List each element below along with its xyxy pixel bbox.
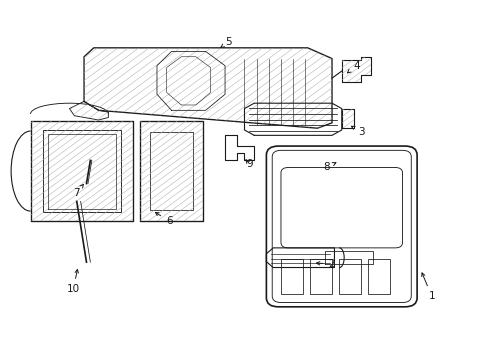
Bar (281, 259, 303, 294)
Text: 9: 9 (245, 159, 252, 169)
Text: 1: 1 (421, 273, 434, 301)
Text: 7: 7 (73, 184, 83, 198)
Text: 2: 2 (316, 259, 335, 269)
Text: 6: 6 (155, 212, 172, 226)
FancyBboxPatch shape (272, 150, 410, 302)
Text: 8: 8 (322, 162, 335, 172)
Bar (338, 259, 361, 294)
Text: 4: 4 (347, 61, 359, 73)
Text: 5: 5 (220, 37, 232, 48)
Bar (367, 259, 389, 294)
Polygon shape (42, 130, 120, 212)
Polygon shape (149, 132, 193, 210)
FancyBboxPatch shape (266, 146, 416, 307)
Text: 10: 10 (67, 270, 80, 294)
Bar (309, 259, 331, 294)
Text: 3: 3 (351, 126, 364, 137)
FancyBboxPatch shape (281, 167, 402, 248)
